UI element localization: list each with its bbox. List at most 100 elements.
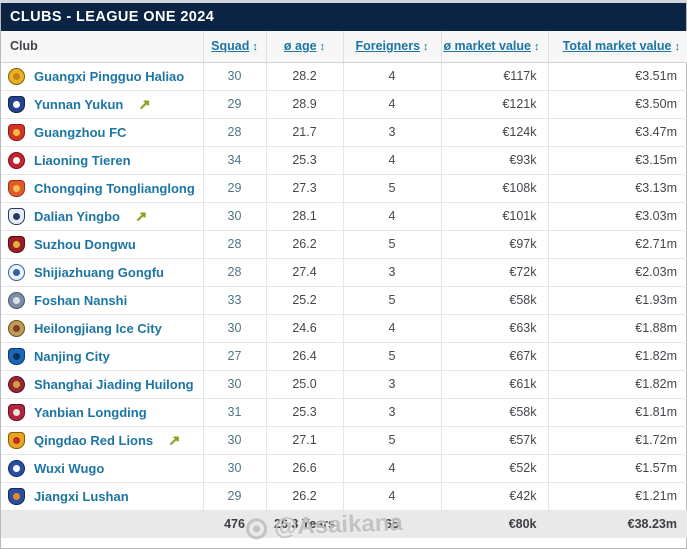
table-row: Yunnan Yukun ↗ 29 28.9 4 €121k €3.50m <box>1 90 687 119</box>
avg-age: 25.3 <box>266 146 344 175</box>
club-cell: Qingdao Red Lions ↗ <box>1 426 204 455</box>
table-row: Chongqing Tonglianglong ↗ 29 27.3 5 €108… <box>1 174 687 203</box>
club-link[interactable]: Dalian Yingbo <box>34 208 120 224</box>
squad-count[interactable]: 34 <box>203 146 267 175</box>
avg-market-value: €58k <box>441 398 549 427</box>
total-market-value: €3.47m <box>548 118 687 147</box>
club-cell: Heilongjiang Ice City <box>1 314 204 343</box>
avg-age: 28.2 <box>266 62 344 91</box>
squad-count[interactable]: 28 <box>203 230 267 259</box>
totals-avg-market-value: €80k <box>441 509 549 538</box>
column-header-squad: Squad ↕ <box>203 31 267 63</box>
total-market-value: €1.88m <box>548 314 687 343</box>
foreigners-count: 4 <box>343 90 442 119</box>
avg-age: 25.0 <box>266 370 344 399</box>
squad-count[interactable]: 30 <box>203 370 267 399</box>
club-link[interactable]: Suzhou Dongwu <box>34 236 136 252</box>
totals-empty-cell <box>1 509 204 538</box>
club-link[interactable]: Shijiazhuang Gongfu <box>34 264 164 280</box>
avg-market-value: €42k <box>441 482 549 511</box>
total-market-value: €1.72m <box>548 426 687 455</box>
avg-age: 24.6 <box>266 314 344 343</box>
club-link[interactable]: Wuxi Wugo <box>34 460 105 476</box>
table-body: Guangxi Pingguo Haliao 30 28.2 4 €117k €… <box>1 62 687 511</box>
foreigners-count: 4 <box>343 482 442 511</box>
total-market-value: €1.57m <box>548 454 687 483</box>
club-crest-icon <box>8 431 25 449</box>
club-crest-icon <box>8 123 25 141</box>
club-link[interactable]: Liaoning Tieren <box>34 152 131 168</box>
squad-count[interactable]: 31 <box>203 398 267 427</box>
squad-count[interactable]: 27 <box>203 342 267 371</box>
promoted-arrow-icon: ↗ <box>168 431 180 448</box>
club-link[interactable]: Qingdao Red Lions <box>34 432 154 448</box>
club-cell: Shijiazhuang Gongfu <box>1 258 204 287</box>
avg-age: 25.3 <box>266 398 344 427</box>
squad-count[interactable]: 30 <box>203 314 267 343</box>
club-link[interactable]: Jiangxi Lushan <box>34 488 129 504</box>
squad-count[interactable]: 28 <box>203 118 267 147</box>
totals-foreigners: 65 <box>343 509 442 538</box>
club-link[interactable]: Yanbian Longding <box>34 404 147 420</box>
table-row: Liaoning Tieren 34 25.3 4 €93k €3.15m <box>1 146 687 175</box>
column-header-club: Club <box>1 31 204 63</box>
squad-count[interactable]: 30 <box>203 426 267 455</box>
avg-age: 25.2 <box>266 286 344 315</box>
sort-age-link[interactable]: ø age ↕ <box>283 39 326 54</box>
table-row: Guangxi Pingguo Haliao 30 28.2 4 €117k €… <box>1 62 687 91</box>
table-row: Guangzhou FC 28 21.7 3 €124k €3.47m <box>1 118 687 147</box>
sort-foreigners-link[interactable]: Foreigners ↕ <box>355 39 429 54</box>
foreigners-count: 3 <box>343 370 442 399</box>
avg-market-value: €101k <box>441 202 549 231</box>
club-crest-icon <box>8 263 25 281</box>
club-link[interactable]: Guangxi Pingguo Haliao <box>34 68 185 84</box>
column-header-foreigners: Foreigners ↕ <box>343 31 442 63</box>
column-header-age: ø age ↕ <box>266 31 344 63</box>
club-cell: Chongqing Tonglianglong ↗ <box>1 174 204 203</box>
promoted-arrow-icon: ↗ <box>138 95 151 112</box>
foreigners-count: 4 <box>343 146 442 175</box>
total-market-value: €1.81m <box>548 398 687 427</box>
club-link[interactable]: Foshan Nanshi <box>34 292 128 308</box>
sort-icon: ↕ <box>319 41 326 54</box>
club-cell: Nanjing City <box>1 342 204 371</box>
column-header-row: Club Squad ↕ ø age ↕ Foreigners ↕ ø market … <box>1 31 687 63</box>
table-row: Nanjing City 27 26.4 5 €67k €1.82m <box>1 342 687 371</box>
avg-market-value: €108k <box>441 174 549 203</box>
squad-count[interactable]: 29 <box>203 174 267 203</box>
sort-icon: ↕ <box>423 41 429 54</box>
avg-market-value: €124k <box>441 118 549 147</box>
avg-age: 27.4 <box>266 258 344 287</box>
avg-age: 26.2 <box>266 230 344 259</box>
club-crest-icon <box>8 291 25 309</box>
club-cell: Yanbian Longding <box>1 398 204 427</box>
club-link[interactable]: Guangzhou FC <box>34 124 127 140</box>
club-link[interactable]: Chongqing Tonglianglong <box>34 180 195 196</box>
total-market-value: €3.50m <box>548 90 687 119</box>
club-crest-icon <box>8 375 25 393</box>
total-market-value: €3.03m <box>548 202 687 231</box>
total-market-value: €2.03m <box>548 258 687 287</box>
squad-count[interactable]: 29 <box>203 90 267 119</box>
club-link[interactable]: Shanghai Jiading Huilong <box>34 376 194 392</box>
sort-avg-value-link[interactable]: ø market value ↕ <box>443 39 540 54</box>
club-cell: Suzhou Dongwu <box>1 230 204 259</box>
table-row: Dalian Yingbo ↗ 30 28.1 4 €101k €3.03m <box>1 202 687 231</box>
sort-total-value-link[interactable]: Total market value ↕ <box>562 39 680 54</box>
squad-count[interactable]: 28 <box>203 258 267 287</box>
club-link[interactable]: Nanjing City <box>34 348 110 364</box>
squad-count[interactable]: 29 <box>203 482 267 511</box>
squad-count[interactable]: 30 <box>203 202 267 231</box>
squad-count[interactable]: 33 <box>203 286 267 315</box>
clubs-table-panel: CLUBS - LEAGUE ONE 2024 Club Squad ↕ ø ag… <box>0 3 687 549</box>
sort-squad-link[interactable]: Squad ↕ <box>211 39 258 54</box>
club-link[interactable]: Heilongjiang Ice City <box>34 320 162 336</box>
avg-market-value: €57k <box>441 426 549 455</box>
club-link[interactable]: Yunnan Yukun <box>34 96 124 112</box>
table-row: Qingdao Red Lions ↗ 30 27.1 5 €57k €1.72… <box>1 426 687 455</box>
club-crest-icon <box>8 319 25 337</box>
avg-age: 21.7 <box>266 118 344 147</box>
table-row: Wuxi Wugo 30 26.6 4 €52k €1.57m <box>1 454 687 483</box>
squad-count[interactable]: 30 <box>203 62 267 91</box>
squad-count[interactable]: 30 <box>203 454 267 483</box>
